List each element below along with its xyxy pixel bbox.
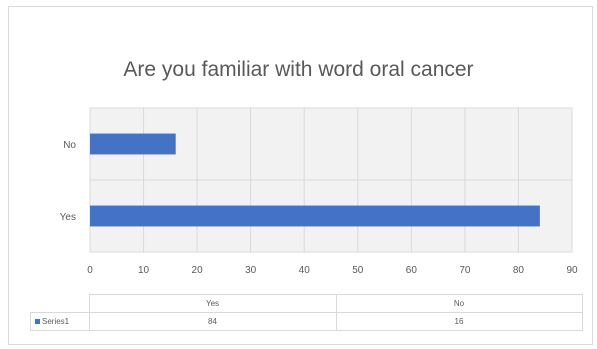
x-tick-label: 10 bbox=[138, 265, 150, 276]
chart-title: Are you familiar with word oral cancer bbox=[123, 58, 474, 81]
data-table-header-no: No bbox=[335, 294, 583, 313]
y-tick-label: No bbox=[63, 140, 76, 151]
x-tick-label: 20 bbox=[192, 265, 204, 276]
y-tick-label: Yes bbox=[60, 212, 76, 223]
data-table-header-yes: Yes bbox=[88, 294, 337, 313]
x-tick-label: 70 bbox=[459, 265, 471, 276]
data-table-header-row: Yes No bbox=[30, 294, 583, 313]
plot-border bbox=[89, 107, 573, 253]
bar-no bbox=[90, 133, 176, 155]
x-tick-label: 90 bbox=[566, 265, 578, 276]
legend-label: Series1 bbox=[42, 317, 70, 326]
legend-swatch bbox=[35, 319, 40, 325]
data-table-row: Series1 84 16 bbox=[30, 312, 583, 331]
x-tick-label: 80 bbox=[513, 265, 525, 276]
x-tick-label: 40 bbox=[299, 265, 311, 276]
data-table: Yes No Series1 84 16 bbox=[30, 294, 583, 331]
data-table-legend: Series1 bbox=[30, 312, 90, 331]
bar-yes bbox=[90, 205, 540, 227]
data-table-value-yes: 84 bbox=[88, 312, 337, 331]
x-tick-label: 60 bbox=[406, 265, 418, 276]
data-table-value-no: 16 bbox=[335, 312, 583, 331]
x-tick-label: 30 bbox=[245, 265, 257, 276]
data-table-corner bbox=[30, 294, 90, 313]
x-tick-label: 0 bbox=[87, 265, 93, 276]
x-tick-label: 50 bbox=[352, 265, 364, 276]
